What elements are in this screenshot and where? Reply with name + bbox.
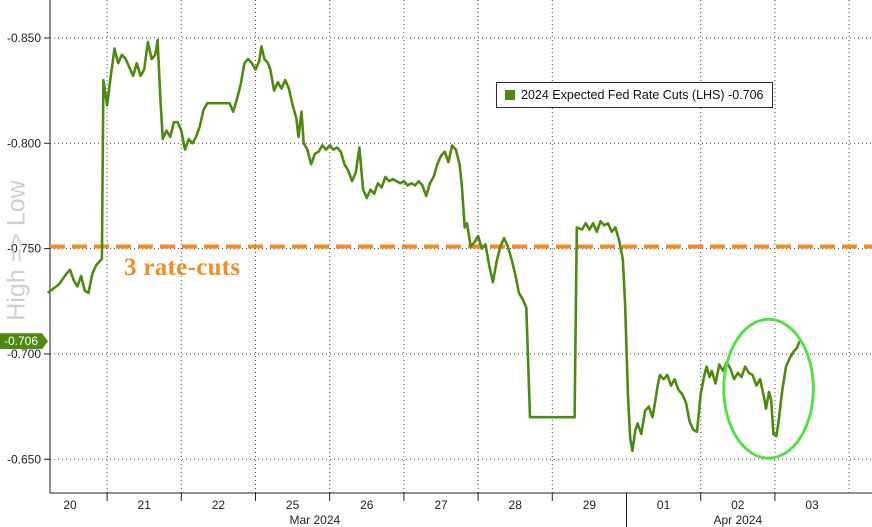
y-tick-label: -0.800 bbox=[7, 136, 41, 150]
x-tick-label: 29 bbox=[583, 498, 597, 512]
y-tick-label: -0.850 bbox=[7, 31, 41, 45]
month-label: Mar 2024 bbox=[290, 513, 341, 527]
x-tick-label: 25 bbox=[286, 498, 300, 512]
series-layer bbox=[46, 38, 801, 453]
x-tick-label: 27 bbox=[434, 498, 448, 512]
legend-swatch bbox=[505, 90, 515, 100]
y-tick-label: -0.700 bbox=[7, 347, 41, 361]
legend-label: 2024 Expected Fed Rate Cuts (LHS) bbox=[521, 88, 725, 102]
x-tick-label: 03 bbox=[805, 498, 819, 512]
x-tick-label: 01 bbox=[657, 498, 671, 512]
x-tick-label: 20 bbox=[63, 498, 77, 512]
current-value-badge: -0.706 bbox=[0, 333, 48, 350]
x-tick-label: 02 bbox=[731, 498, 745, 512]
month-label: Apr 2024 bbox=[713, 513, 762, 527]
series-line bbox=[46, 38, 801, 453]
y-axis-label: High => Low bbox=[0, 175, 34, 325]
y-tick-label: -0.650 bbox=[7, 452, 41, 466]
reference-line-label: 3 rate-cuts bbox=[124, 254, 241, 281]
highlight-layer bbox=[722, 317, 815, 460]
x-tick-label: 22 bbox=[212, 498, 226, 512]
y-axis-ticks: -0.850 -0.800 -0.750 -0.700 -0.650 bbox=[7, 31, 50, 466]
x-tick-label: 28 bbox=[509, 498, 523, 512]
x-tick-label: 21 bbox=[138, 498, 152, 512]
x-tick-label: 26 bbox=[360, 498, 374, 512]
legend-value: -0.706 bbox=[728, 88, 764, 102]
y-axis-label-text: High => Low bbox=[2, 179, 31, 321]
x-axis: 20 21 22 25 26 27 28 29 01 02 03 Mar 2024 Apr 2024 bbox=[49, 0, 872, 527]
y-tick-label: -0.750 bbox=[7, 242, 41, 256]
legend: 2024 Expected Fed Rate Cuts (LHS) -0.706 bbox=[496, 82, 773, 108]
highlight-ellipse bbox=[722, 317, 815, 460]
